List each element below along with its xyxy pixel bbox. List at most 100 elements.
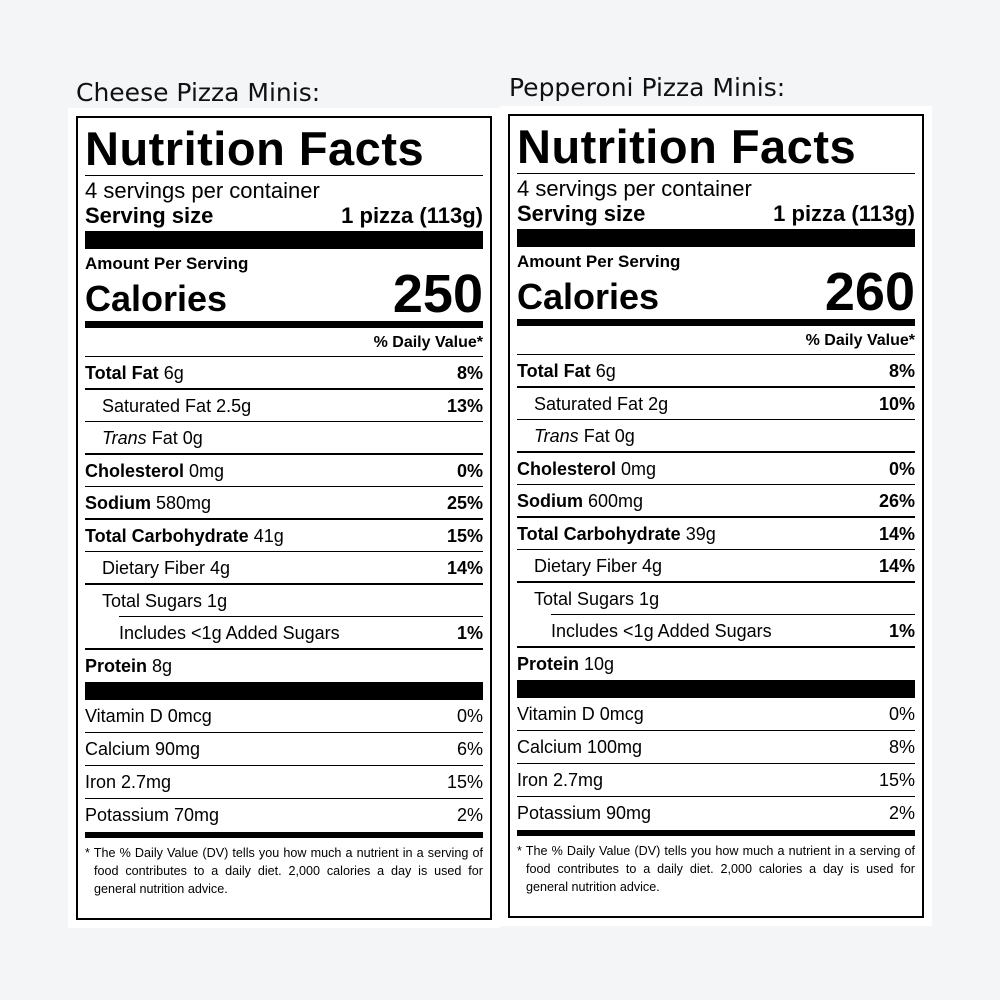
separator xyxy=(85,420,483,422)
nutrient-dv: 14% xyxy=(878,523,915,544)
nutrient: Total Fat 6g xyxy=(85,357,184,390)
vitamin-row: Vitamin D 0mcg 0% xyxy=(517,698,915,731)
nutrient-dv: 14% xyxy=(446,558,483,578)
nutrient-dv: 10% xyxy=(878,393,915,414)
nutrient-dv: 0% xyxy=(456,460,483,481)
separator xyxy=(517,483,915,485)
label-title: Nutrition Facts xyxy=(517,116,915,174)
serving-size-label: Serving size xyxy=(517,201,646,226)
nutrient-dv: 8% xyxy=(456,363,483,383)
nutrient: Sodium 580mg xyxy=(85,487,211,520)
separator xyxy=(517,451,915,453)
separator xyxy=(517,386,915,388)
nutrient-row: Includes <1g Added Sugars 1% xyxy=(85,617,483,650)
separator xyxy=(85,485,483,487)
nutrient: Sodium 600mg xyxy=(517,485,643,518)
vitamin-name: Vitamin D 0mcg xyxy=(517,704,644,724)
separator xyxy=(517,646,915,648)
separator xyxy=(517,762,915,764)
label-title: Nutrition Facts xyxy=(85,118,483,176)
nutrient-name: Fat 0g xyxy=(583,426,635,446)
nutrient-row: Trans Fat 0g xyxy=(85,422,483,455)
vitamin-row: Calcium 100mg 8% xyxy=(517,731,915,764)
nutrient-name: Total Fat xyxy=(85,363,159,383)
nutrient: Total Carbohydrate 39g xyxy=(517,518,716,551)
separator xyxy=(85,550,483,552)
vitamin-row: Calcium 90mg 6% xyxy=(85,733,483,766)
separator xyxy=(517,795,915,797)
vitamin-name: Iron 2.7mg xyxy=(517,770,604,790)
nutrient: Total Carbohydrate 41g xyxy=(85,520,284,553)
vitamin-name: Potassium 90mg xyxy=(517,803,652,823)
footnote: * The % Daily Value (DV) tells you how m… xyxy=(85,846,483,896)
nutrient-name: Saturated Fat 2g xyxy=(534,393,669,414)
vitamin-dv: 0% xyxy=(456,706,483,726)
nutrient: Cholesterol 0mg xyxy=(85,455,224,488)
nutrient-name: Saturated Fat 2.5g xyxy=(102,395,252,416)
nutrient-row: Total Sugars 1g xyxy=(517,583,915,616)
serving-size-label: Serving size xyxy=(85,203,214,228)
nutrient: Total Fat 6g xyxy=(517,355,616,388)
vitamin-row: Iron 2.7mg 15% xyxy=(517,764,915,797)
vitamin-name: Calcium 100mg xyxy=(517,737,643,757)
nutrient: Total Sugars 1g xyxy=(517,583,659,616)
nutrient-name: Total Carbohydrate xyxy=(517,523,681,544)
nutrient-name: Cholesterol xyxy=(85,460,185,481)
vitamin-name: Vitamin D 0mcg xyxy=(85,706,212,726)
nutrient-amount: 41g xyxy=(253,525,284,546)
nutrient: Cholesterol 0mg xyxy=(517,453,656,486)
vitamin-name: Iron 2.7mg xyxy=(85,772,172,792)
calories-label: Calories xyxy=(85,278,228,319)
amount-per-serving: Amount Per Serving xyxy=(85,254,249,273)
divider xyxy=(517,319,915,326)
nutrient-row: Total Carbohydrate 41g 15% xyxy=(85,520,483,553)
vitamin-row: Potassium 90mg 2% xyxy=(517,797,915,830)
separator xyxy=(85,453,483,455)
nutrition-label: Nutrition Facts 4 servings per container S… xyxy=(508,114,924,918)
vitamin-dv: 15% xyxy=(446,772,483,792)
separator xyxy=(85,731,483,733)
divider xyxy=(517,680,915,698)
vitamin-dv: 2% xyxy=(456,805,483,825)
nutrient-name: Cholesterol xyxy=(517,458,617,479)
vitamin-row: Vitamin D 0mcg 0% xyxy=(85,700,483,733)
nutrition-label: Nutrition Facts 4 servings per container S… xyxy=(76,116,492,920)
nutrient-row: Trans Fat 0g xyxy=(517,420,915,453)
dv-header: % Daily Value* xyxy=(517,326,915,355)
nutrient-dv: 15% xyxy=(446,525,483,546)
vitamin-dv: 2% xyxy=(888,803,915,823)
caption: Pepperoni Pizza Minis: xyxy=(509,73,786,102)
nutrient-dv: 8% xyxy=(888,361,915,381)
separator xyxy=(85,648,483,650)
nutrient-name: Sodium xyxy=(517,491,583,511)
nutrient: Protein 8g xyxy=(85,650,172,683)
nutrient-amount: 6g xyxy=(163,363,184,383)
nutrient-name: Dietary Fiber 4g xyxy=(102,558,231,578)
vitamin-name: Potassium 70mg xyxy=(85,805,220,825)
separator xyxy=(517,516,915,518)
nutrient-name: Includes <1g Added Sugars xyxy=(119,623,340,643)
nutrient-name: Total Sugars 1g xyxy=(534,588,660,609)
nutrient-row: Total Sugars 1g xyxy=(85,585,483,617)
nutrient-row: Total Carbohydrate 39g 14% xyxy=(517,518,915,551)
nutrient: Includes <1g Added Sugars xyxy=(85,617,340,650)
nutrient-dv: 14% xyxy=(878,556,915,576)
calories: Calories 260 xyxy=(517,265,915,319)
divider xyxy=(85,682,483,700)
nutrient-dv: 1% xyxy=(888,621,915,641)
nutrient: Protein 10g xyxy=(517,648,614,681)
nutrient-row: Cholesterol 0mg 0% xyxy=(517,453,915,486)
servings: 4 servings per container xyxy=(85,178,320,203)
nutrient-row: Total Fat 6g 8% xyxy=(85,357,483,390)
nutrient: Dietary Fiber 4g xyxy=(517,550,662,583)
nutrient-amount: 600mg xyxy=(588,491,644,511)
divider xyxy=(517,229,915,247)
nutrient-row: Dietary Fiber 4g 14% xyxy=(85,552,483,585)
nutrient-name: Protein xyxy=(517,653,580,674)
nutrient-italic: Trans xyxy=(534,426,579,446)
serving-size-value: 1 pizza (113g) xyxy=(773,201,915,226)
dv-header: % Daily Value* xyxy=(85,328,483,357)
separator xyxy=(85,583,483,585)
nutrient-amount: 0mg xyxy=(621,458,657,479)
vitamin-dv: 6% xyxy=(456,739,483,759)
